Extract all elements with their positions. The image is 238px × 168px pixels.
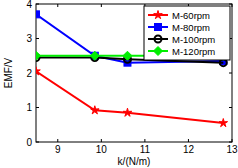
point [36,67,40,75]
plot-frame [36,4,232,142]
y-tick-label: 4 [26,0,32,10]
x-tick [188,139,189,142]
y-tick [36,107,39,108]
x-axis-label: k/(N/m) [118,156,151,167]
series-line [36,71,223,123]
legend-marker [154,11,163,19]
point [36,11,40,18]
y-tick-label: 2 [26,68,32,79]
x-tick-label: 10 [96,144,108,155]
y-tick [36,142,39,143]
legend: M-60rpmM-80rpmM-100rpmM-120rpm [144,6,230,60]
point [91,106,100,114]
point [90,51,99,60]
legend-label: M-120rpm [172,46,215,57]
point [123,51,132,60]
y-tick [229,4,232,5]
x-tick-label: 13 [226,144,238,155]
legend-box [144,6,230,60]
x-tick-label: 9 [55,144,61,155]
legend-label: M-80rpm [172,22,210,33]
y-tick-label: 1 [26,102,32,113]
y-axis-label: EMF/V [3,57,14,88]
legend-marker [155,36,162,43]
x-tick [144,139,145,142]
y-tick-label: 3 [26,33,32,44]
point [36,51,41,60]
chart: 91011121301234k/(N/m)EMF/VM-60rpmM-80rpm… [0,0,238,168]
point [91,52,98,59]
x-tick [57,4,58,7]
y-tick-label: 0 [26,137,32,148]
point [123,108,132,116]
x-tick [57,139,58,142]
y-tick [36,4,39,5]
x-tick-label: 12 [183,144,195,155]
x-tick [101,139,102,142]
y-tick [229,107,232,108]
point [219,119,228,127]
plot-area [36,11,228,127]
series-line [36,14,223,62]
legend-line [148,38,168,40]
legend-marker [155,24,162,31]
y-tick [36,38,39,39]
legend-marker [154,47,163,56]
y-tick [229,142,232,143]
y-tick [229,73,232,74]
x-tick-label: 11 [140,144,151,155]
legend-label: M-60rpm [172,10,210,21]
legend-label: M-100rpm [172,34,215,45]
x-tick [101,4,102,7]
